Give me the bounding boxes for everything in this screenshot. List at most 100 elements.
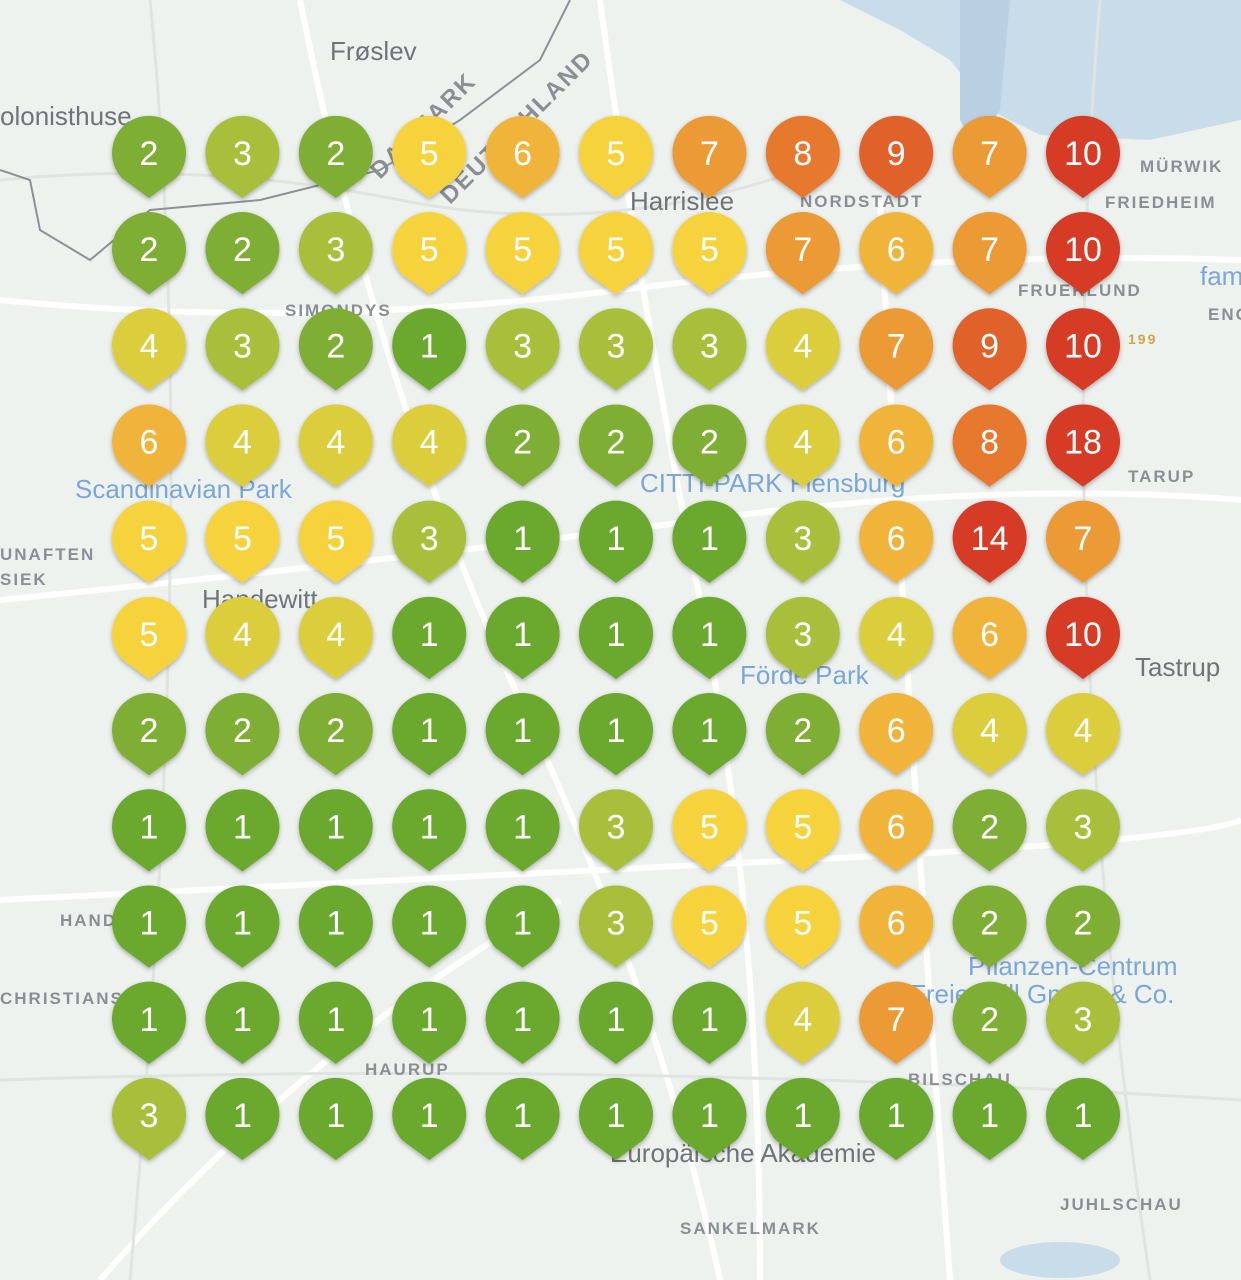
cluster-pin[interactable]: 5 xyxy=(672,212,747,295)
cluster-pin[interactable]: 2 xyxy=(952,789,1027,872)
cluster-pin[interactable]: 4 xyxy=(205,596,280,680)
cluster-pin[interactable]: 7 xyxy=(859,308,934,391)
cluster-pin[interactable]: 6 xyxy=(859,500,934,583)
cluster-pin[interactable]: 6 xyxy=(112,404,186,487)
cluster-pin[interactable]: 1 xyxy=(579,981,654,1064)
cluster-pin[interactable]: 3 xyxy=(112,1077,186,1161)
cluster-pin[interactable]: 2 xyxy=(112,115,186,199)
cluster-pin[interactable]: 3 xyxy=(205,115,280,199)
cluster-pin[interactable]: 2 xyxy=(112,212,186,295)
cluster-pin[interactable]: 5 xyxy=(765,789,840,872)
cluster-pin[interactable]: 3 xyxy=(1046,981,1121,1064)
cluster-pin[interactable]: 1 xyxy=(485,596,560,680)
cluster-pin[interactable]: 7 xyxy=(952,115,1027,199)
cluster-pin[interactable]: 2 xyxy=(205,693,280,776)
cluster-pin[interactable]: 2 xyxy=(765,693,840,776)
cluster-pin[interactable]: 10 xyxy=(1046,115,1121,199)
cluster-pin[interactable]: 9 xyxy=(859,115,934,199)
cluster-pin[interactable]: 1 xyxy=(392,308,467,391)
cluster-pin[interactable]: 7 xyxy=(952,212,1027,295)
cluster-pin[interactable]: 4 xyxy=(205,404,280,487)
cluster-pin[interactable]: 10 xyxy=(1046,308,1121,391)
cluster-pin[interactable]: 5 xyxy=(205,500,280,583)
cluster-pin[interactable]: 6 xyxy=(485,115,560,199)
cluster-pin[interactable]: 1 xyxy=(205,981,280,1064)
cluster-pin[interactable]: 1 xyxy=(205,885,280,968)
cluster-pin[interactable]: 1 xyxy=(485,789,560,872)
cluster-pin[interactable]: 3 xyxy=(392,500,467,583)
cluster-pin[interactable]: 1 xyxy=(672,596,747,680)
cluster-pin[interactable]: 3 xyxy=(579,308,653,391)
cluster-pin[interactable]: 4 xyxy=(298,596,373,680)
cluster-pin[interactable]: 1 xyxy=(672,1077,747,1161)
cluster-pin[interactable]: 1 xyxy=(952,1077,1027,1161)
cluster-pin[interactable]: 5 xyxy=(765,885,840,968)
cluster-pin[interactable]: 3 xyxy=(672,308,747,391)
cluster-pin[interactable]: 7 xyxy=(859,981,934,1064)
cluster-pin[interactable]: 1 xyxy=(485,500,560,583)
cluster-pin[interactable]: 1 xyxy=(298,885,373,968)
cluster-pin[interactable]: 1 xyxy=(205,1077,280,1161)
cluster-pin[interactable]: 10 xyxy=(1046,596,1121,680)
cluster-pin[interactable]: 1 xyxy=(579,596,654,680)
cluster-pin[interactable]: 1 xyxy=(392,981,467,1064)
cluster-pin[interactable]: 4 xyxy=(392,404,467,487)
cluster-pin[interactable]: 5 xyxy=(392,115,467,199)
cluster-pin[interactable]: 1 xyxy=(765,1077,840,1161)
cluster-pin[interactable]: 2 xyxy=(298,115,373,199)
cluster-pin[interactable]: 5 xyxy=(112,500,186,583)
cluster-pin[interactable]: 4 xyxy=(112,308,186,391)
cluster-pin[interactable]: 1 xyxy=(392,789,467,872)
cluster-pin[interactable]: 3 xyxy=(298,212,373,295)
cluster-pin[interactable]: 1 xyxy=(392,1077,467,1161)
cluster-pin[interactable]: 1 xyxy=(392,693,467,776)
cluster-pin[interactable]: 1 xyxy=(672,500,747,583)
cluster-pin[interactable]: 3 xyxy=(205,308,280,391)
cluster-pin[interactable]: 1 xyxy=(392,596,467,680)
cluster-pin[interactable]: 6 xyxy=(859,693,934,776)
cluster-pin[interactable]: 4 xyxy=(765,404,840,487)
cluster-pin[interactable]: 1 xyxy=(485,981,560,1064)
cluster-pin[interactable]: 5 xyxy=(485,212,560,295)
cluster-pin[interactable]: 4 xyxy=(952,693,1027,776)
cluster-pin[interactable]: 7 xyxy=(672,115,747,199)
cluster-pin[interactable]: 2 xyxy=(112,693,186,776)
cluster-pin[interactable]: 5 xyxy=(579,212,653,295)
cluster-pin[interactable]: 6 xyxy=(859,885,934,968)
cluster-pin[interactable]: 4 xyxy=(1046,693,1121,776)
cluster-pin[interactable]: 1 xyxy=(485,693,560,776)
cluster-pin[interactable]: 3 xyxy=(765,596,840,680)
cluster-pin[interactable]: 1 xyxy=(298,789,373,872)
cluster-pin[interactable]: 9 xyxy=(952,308,1027,391)
cluster-pin[interactable]: 6 xyxy=(859,404,934,487)
cluster-pin[interactable]: 6 xyxy=(859,212,934,295)
cluster-pin[interactable]: 4 xyxy=(859,596,934,680)
cluster-pin[interactable]: 5 xyxy=(112,596,186,680)
cluster-pin[interactable]: 18 xyxy=(1046,404,1121,487)
cluster-pin[interactable]: 6 xyxy=(952,596,1027,680)
cluster-pin[interactable]: 5 xyxy=(298,500,373,583)
cluster-pin[interactable]: 1 xyxy=(859,1077,934,1161)
cluster-pin[interactable]: 2 xyxy=(579,404,653,487)
cluster-pin[interactable]: 3 xyxy=(485,308,560,391)
cluster-pin[interactable]: 1 xyxy=(579,693,654,776)
cluster-pin[interactable]: 1 xyxy=(298,981,373,1064)
cluster-pin[interactable]: 3 xyxy=(765,500,840,583)
cluster-pin[interactable]: 6 xyxy=(859,789,934,872)
cluster-pin[interactable]: 5 xyxy=(672,789,747,872)
cluster-pin[interactable]: 2 xyxy=(672,404,747,487)
cluster-pin[interactable]: 3 xyxy=(579,789,654,872)
cluster-pin[interactable]: 2 xyxy=(1046,885,1121,968)
cluster-pin[interactable]: 10 xyxy=(1046,212,1121,295)
cluster-pin[interactable]: 1 xyxy=(112,789,186,872)
cluster-pin[interactable]: 7 xyxy=(765,212,840,295)
cluster-pin[interactable]: 1 xyxy=(392,885,467,968)
cluster-pin[interactable]: 1 xyxy=(579,1077,654,1161)
cluster-pin[interactable]: 5 xyxy=(579,115,653,199)
cluster-pin[interactable]: 3 xyxy=(1046,789,1121,872)
cluster-pin[interactable]: 2 xyxy=(298,693,373,776)
cluster-pin[interactable]: 2 xyxy=(298,308,373,391)
cluster-pin[interactable]: 7 xyxy=(1046,500,1121,583)
cluster-pin[interactable]: 4 xyxy=(298,404,373,487)
cluster-pin[interactable]: 1 xyxy=(672,693,747,776)
